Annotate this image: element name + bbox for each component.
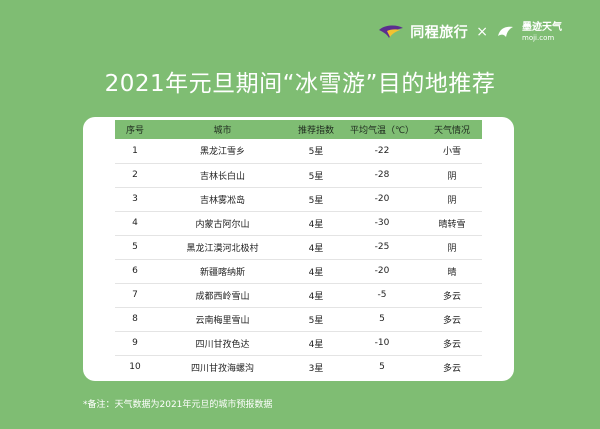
table-header-row: 序号 城市 推荐指数 平均气温（℃） 天气情况	[115, 120, 482, 139]
cell-weather: 阴	[422, 187, 482, 212]
cell-weather: 多云	[422, 331, 482, 356]
header-index: 序号	[115, 120, 155, 139]
cell-rating: 4星	[290, 331, 342, 356]
cell-city: 云南梅里雪山	[155, 307, 290, 332]
cell-index: 7	[115, 283, 155, 308]
table-row: 6 新疆喀纳斯 4星 -20 晴	[115, 259, 482, 284]
cell-weather: 多云	[422, 307, 482, 332]
destination-table: 序号 城市 推荐指数 平均气温（℃） 天气情况 1 黑龙江雪乡 5星 -22 小…	[115, 120, 482, 379]
cell-index: 9	[115, 331, 155, 356]
table-row: 7 成都西岭雪山 4星 -5 多云	[115, 283, 482, 308]
cell-weather: 多云	[422, 283, 482, 308]
cell-index: 3	[115, 187, 155, 212]
footnote: *备注：天气数据为2021年元旦的城市预报数据	[83, 400, 273, 410]
cell-city: 四川甘孜海螺沟	[190, 363, 254, 374]
cell-index: 4	[115, 211, 155, 236]
cell-city: 黑龙江雪乡	[155, 139, 290, 164]
moji-brand-name: 墨迹天气	[522, 21, 562, 33]
cell-weather: 阴	[422, 235, 482, 260]
cell-avg-temp: -20	[342, 259, 422, 284]
cell-rating: 4星	[290, 211, 342, 236]
cell-city: 四川甘孜色达	[155, 331, 290, 356]
header-city: 城市	[155, 120, 290, 139]
moji-domain: moji.com	[522, 33, 555, 42]
cell-city: 黑龙江漠河北极村	[155, 235, 290, 260]
tongcheng-brand-name: 同程旅行	[410, 25, 469, 41]
cell-index: 8	[115, 307, 155, 332]
table-row: 5 黑龙江漠河北极村 4星 -25 阴	[115, 235, 482, 260]
cell-weather: 晴转雪	[422, 211, 482, 236]
cell-avg-temp: -20	[342, 187, 422, 212]
moji-brand: 墨迹天气 moji.com	[522, 21, 562, 42]
cell-weather: 晴	[422, 259, 482, 284]
tongcheng-logo-icon	[379, 25, 404, 38]
cell-index: 1	[115, 139, 155, 164]
cell-index: 2	[115, 163, 155, 188]
table-row: 1 黑龙江雪乡 5星 -22 小雪	[115, 139, 482, 164]
table-row: 3 吉林雾凇岛 5星 -20 阴	[115, 187, 482, 212]
table-row: 9 四川甘孜色达 4星 -10 多云	[115, 331, 482, 356]
cell-avg-temp: -25	[342, 235, 422, 260]
cell-avg-temp: -22	[342, 139, 422, 164]
cell-rating: 5星	[290, 139, 342, 164]
cell-avg-temp: -5	[342, 283, 422, 308]
cell-city: 吉林长白山	[155, 163, 290, 188]
cell-city: 成都西岭雪山	[155, 283, 290, 308]
table-row: 2 吉林长白山 5星 -28 阴	[115, 163, 482, 188]
cell-rating: 4星	[290, 235, 342, 260]
header-rating: 推荐指数	[290, 120, 342, 139]
cell-rating: 5星	[290, 307, 342, 332]
cell-weather: 多云	[442, 363, 461, 374]
cell-avg-temp: -10	[342, 331, 422, 356]
header-avg-temp: 平均气温（℃）	[342, 120, 422, 139]
cell-avg-temp: -30	[342, 211, 422, 236]
cell-city: 内蒙古阿尔山	[155, 211, 290, 236]
table-row: 10 四川甘孜海螺沟 3星 5 多云	[115, 355, 482, 379]
cell-index: 6	[115, 259, 155, 284]
cell-index: 10	[129, 362, 141, 373]
cell-rating: 4星	[290, 259, 342, 284]
cell-rating: 3星	[308, 363, 324, 374]
cell-avg-temp: 5	[379, 362, 385, 373]
brand-separator: ×	[476, 24, 488, 40]
brand-logos: 同程旅行 × 墨迹天气 moji.com	[378, 22, 562, 42]
moji-logo-icon	[498, 26, 513, 37]
cell-index: 5	[115, 235, 155, 260]
cell-rating: 4星	[290, 283, 342, 308]
table-row: 8 云南梅里雪山 5星 5 多云	[115, 307, 482, 332]
cell-city: 新疆喀纳斯	[155, 259, 290, 284]
cell-avg-temp: 5	[342, 307, 422, 332]
cell-avg-temp: -28	[342, 163, 422, 188]
page-title: 2021年元旦期间“冰雪游”目的地推荐	[104, 71, 496, 97]
cell-rating: 5星	[290, 163, 342, 188]
cell-city: 吉林雾凇岛	[155, 187, 290, 212]
cell-weather: 阴	[422, 163, 482, 188]
cell-weather: 小雪	[422, 139, 482, 164]
header-weather: 天气情况	[422, 120, 482, 139]
table-row: 4 内蒙古阿尔山 4星 -30 晴转雪	[115, 211, 482, 236]
cell-rating: 5星	[290, 187, 342, 212]
